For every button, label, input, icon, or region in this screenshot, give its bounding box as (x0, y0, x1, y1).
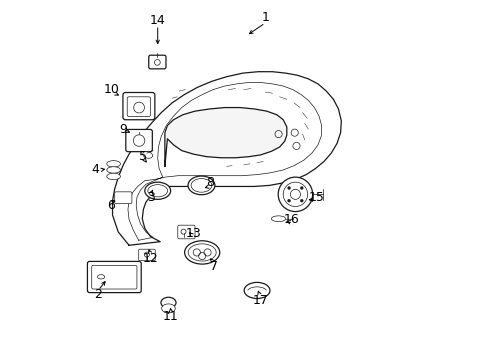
Ellipse shape (271, 216, 285, 222)
FancyBboxPatch shape (115, 192, 132, 204)
Ellipse shape (244, 282, 269, 298)
Circle shape (287, 186, 290, 189)
Text: 2: 2 (94, 288, 102, 301)
Text: 17: 17 (252, 294, 268, 307)
Text: 15: 15 (307, 191, 324, 204)
Text: 6: 6 (107, 199, 115, 212)
Ellipse shape (142, 152, 152, 158)
FancyBboxPatch shape (139, 249, 155, 261)
FancyBboxPatch shape (122, 93, 155, 120)
Text: 8: 8 (206, 176, 214, 189)
FancyBboxPatch shape (148, 55, 165, 69)
Ellipse shape (144, 182, 170, 199)
Ellipse shape (106, 167, 120, 173)
FancyBboxPatch shape (87, 261, 141, 293)
Circle shape (287, 199, 290, 202)
Ellipse shape (106, 161, 120, 167)
Ellipse shape (184, 241, 219, 264)
Ellipse shape (162, 304, 175, 313)
Circle shape (278, 177, 312, 212)
Ellipse shape (161, 297, 176, 308)
Text: 4: 4 (92, 163, 100, 176)
Text: 13: 13 (185, 226, 201, 239)
FancyBboxPatch shape (178, 225, 195, 239)
Text: 12: 12 (142, 252, 158, 265)
Ellipse shape (106, 173, 120, 180)
Text: 11: 11 (163, 310, 179, 323)
Text: 5: 5 (139, 150, 147, 163)
Polygon shape (164, 108, 286, 166)
Ellipse shape (187, 176, 214, 195)
Circle shape (300, 186, 303, 189)
Text: 14: 14 (149, 14, 165, 27)
Text: 3: 3 (146, 191, 154, 204)
Text: 16: 16 (284, 213, 299, 226)
Text: 10: 10 (103, 83, 120, 96)
Circle shape (300, 199, 303, 202)
Text: 7: 7 (209, 260, 218, 273)
FancyBboxPatch shape (125, 130, 152, 152)
Polygon shape (112, 72, 341, 245)
Text: 1: 1 (262, 12, 269, 24)
Text: 9: 9 (119, 122, 127, 136)
